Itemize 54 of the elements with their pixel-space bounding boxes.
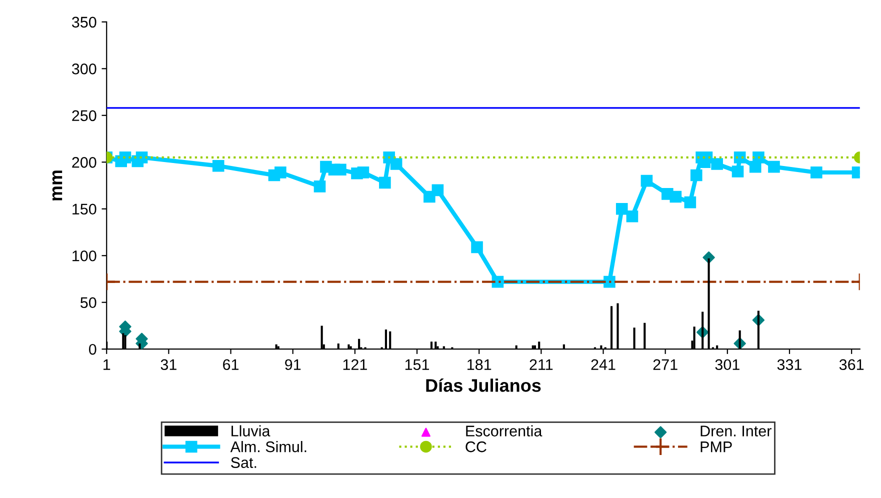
legend-label: Lluvia — [232, 425, 270, 436]
x-tick-label: 271 — [653, 359, 678, 370]
x-tick-label: 361 — [839, 359, 864, 370]
x-tick-label: 151 — [405, 359, 430, 370]
point — [390, 158, 402, 170]
point — [768, 160, 780, 173]
point — [640, 174, 653, 187]
point — [616, 202, 628, 215]
point — [212, 160, 224, 172]
legend-label: Escorrentia — [466, 425, 542, 436]
legend-label: PMP — [700, 442, 732, 452]
point — [711, 158, 723, 170]
point — [626, 210, 638, 222]
point — [136, 152, 148, 164]
point — [334, 164, 346, 176]
legend-label: Sat. — [231, 457, 256, 468]
y-axis-title: mm — [52, 170, 62, 200]
point — [119, 152, 132, 164]
point — [604, 276, 616, 288]
y-tick-label: 0 — [88, 344, 96, 355]
point — [810, 166, 822, 178]
x-tick-label: 1 — [104, 359, 110, 370]
point — [379, 176, 391, 189]
x-tick-label: 91 — [285, 359, 301, 370]
x-tick-label: 211 — [530, 359, 553, 370]
point — [732, 166, 744, 178]
x-tick-label: 241 — [591, 359, 616, 370]
legend-label: CC — [466, 441, 486, 452]
y-tick-label: 50 — [80, 297, 96, 308]
x-tick-label: 31 — [160, 359, 176, 370]
point — [274, 166, 286, 178]
point — [752, 152, 764, 164]
x-tick-label: 301 — [715, 359, 740, 370]
y-tick-label: 200 — [72, 157, 96, 168]
point — [690, 169, 702, 182]
y-tick-label: 250 — [72, 110, 96, 122]
x-tick-label: 121 — [343, 359, 367, 370]
point — [684, 196, 696, 208]
point — [471, 241, 483, 254]
point — [314, 180, 326, 192]
y-tick-label: 350 — [72, 16, 96, 28]
point — [734, 152, 746, 164]
x-tick-label: 61 — [223, 359, 239, 370]
y-tick-label: 100 — [72, 250, 96, 262]
legend-label: Alm. Simul. — [230, 441, 306, 452]
y-tick-label: 150 — [72, 204, 96, 215]
legend-label: Dren. Inter — [700, 426, 772, 436]
x-axis-title: Días Julianos — [426, 378, 541, 392]
point — [670, 190, 682, 203]
x-tick-label: 181 — [468, 359, 492, 370]
point — [432, 184, 444, 196]
x-tick-label: 331 — [777, 359, 802, 370]
y-tick-label: 300 — [72, 64, 96, 74]
point — [357, 166, 370, 178]
